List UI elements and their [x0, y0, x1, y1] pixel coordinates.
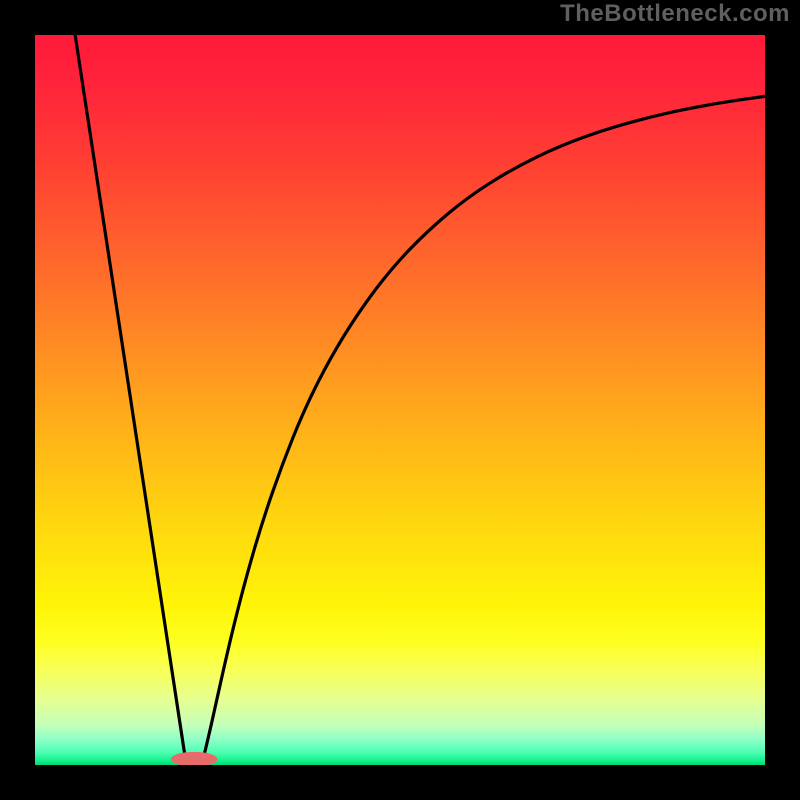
chart-svg: [35, 35, 765, 765]
gradient-background: [35, 35, 765, 765]
watermark-text: TheBottleneck.com: [560, 0, 790, 28]
chart-plot-area: [35, 35, 765, 765]
